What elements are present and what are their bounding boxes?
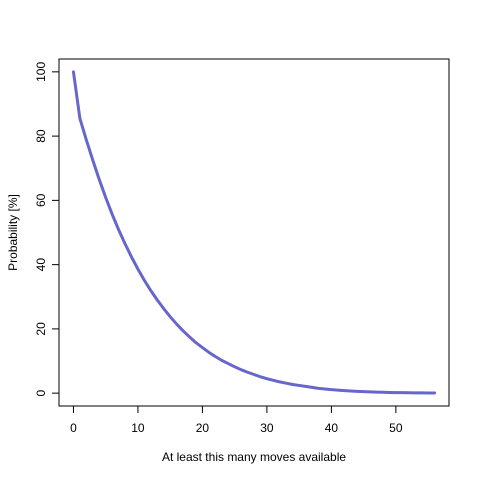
- y-tick-label: 80: [34, 129, 48, 143]
- x-axis-title: At least this many moves available: [162, 450, 346, 464]
- probability-curve: [71, 70, 437, 395]
- y-tick-label: 100: [34, 62, 48, 82]
- x-tick-label: 30: [260, 421, 274, 435]
- x-tick-label: 50: [389, 421, 403, 435]
- y-tick-label: 0: [34, 389, 48, 396]
- x-tick-label: 10: [131, 421, 145, 435]
- y-tick-label: 20: [34, 322, 48, 336]
- plot-frame: [58, 58, 450, 407]
- y-axis-title: Probability [%]: [6, 194, 20, 271]
- y-tick-label: 60: [34, 193, 48, 207]
- x-tick-label: 20: [196, 421, 210, 435]
- y-tick-label: 40: [34, 258, 48, 272]
- x-tick-label: 0: [70, 421, 77, 435]
- x-tick-label: 40: [325, 421, 339, 435]
